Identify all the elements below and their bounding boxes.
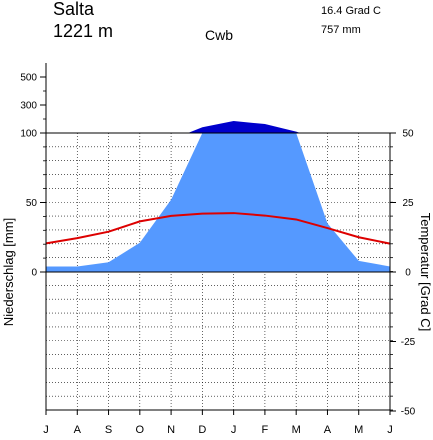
precip-tick-label: 500 (20, 73, 37, 84)
month-label: S (105, 424, 112, 436)
plot-frame (45, 63, 391, 411)
precipitation-axis: 0 50 100 300 500 (20, 73, 46, 279)
station-elevation: 1221 m (53, 21, 114, 41)
month-label: N (167, 424, 175, 436)
month-label: M (354, 424, 363, 436)
station-name: Salta (53, 0, 95, 19)
month-label: J (43, 424, 49, 436)
precip-tick-label: 0 (31, 268, 37, 279)
temperature-axis-title: Temperatur [Grad C] (418, 213, 433, 332)
temperature-line (45, 212, 391, 245)
month-label: A (324, 424, 332, 436)
temperature-axis: -50 -25 0 25 50 (390, 129, 416, 418)
month-label: O (136, 424, 145, 436)
climate-classification: Cwb (205, 27, 234, 43)
month-label: D (198, 424, 206, 436)
temp-tick-label: -25 (401, 337, 416, 348)
month-label: A (74, 424, 82, 436)
month-label: J (231, 424, 237, 436)
temp-tick-label: 25 (402, 198, 414, 209)
precipitation-excess-area (187, 120, 301, 133)
precip-tick-label: 100 (20, 129, 37, 140)
annual-precipitation-total: 757 mm (321, 24, 361, 36)
precipitation-area (46, 133, 390, 272)
month-label: J (387, 424, 393, 436)
precipitation-axis-title: Niederschlag [mm] (1, 218, 16, 326)
month-label: M (292, 424, 301, 436)
precip-tick-label: 300 (20, 101, 37, 112)
temp-tick-label: 50 (402, 129, 414, 140)
month-label: F (262, 424, 269, 436)
precip-tick-label: 50 (26, 198, 38, 209)
annual-mean-temperature: 16.4 Grad C (321, 5, 381, 17)
temp-tick-label: -50 (401, 407, 416, 418)
temp-tick-label: 0 (405, 268, 411, 279)
